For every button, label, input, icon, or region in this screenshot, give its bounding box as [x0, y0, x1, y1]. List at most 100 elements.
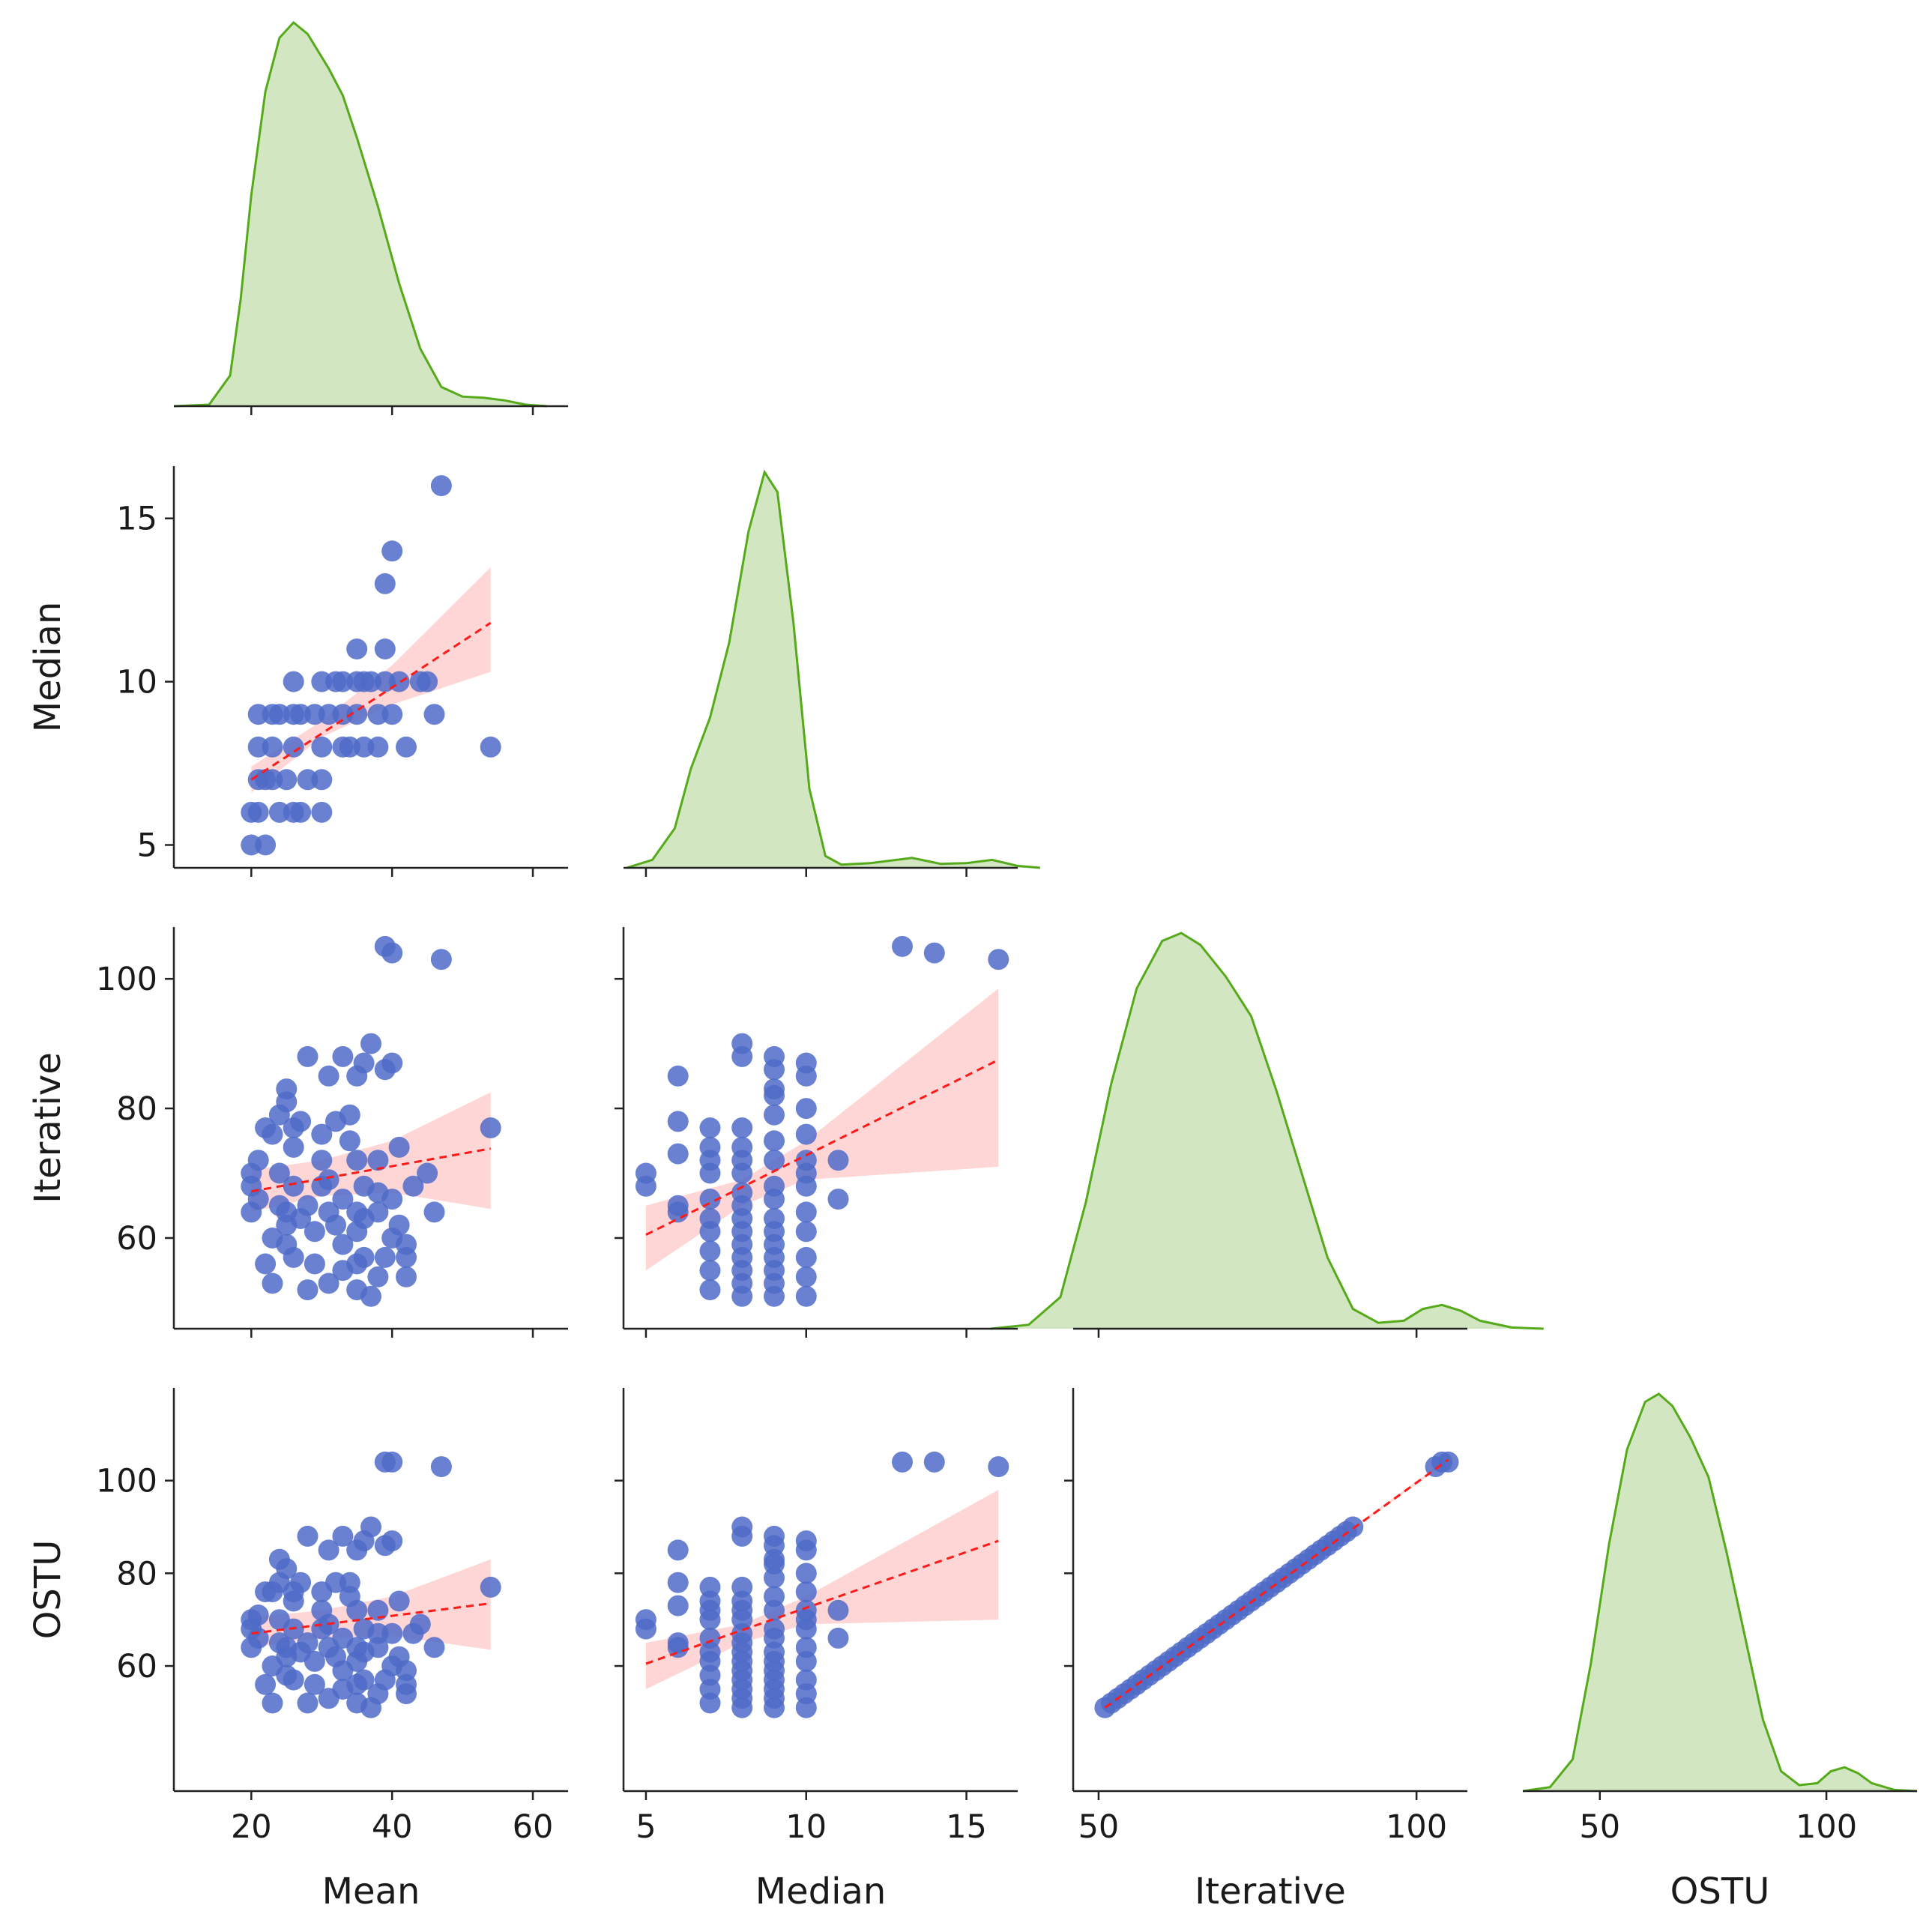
scatter-point [268, 1162, 290, 1184]
scatter-point [318, 1273, 339, 1294]
kde-fill-iterative [990, 933, 1544, 1329]
scatter-point [1437, 1451, 1459, 1473]
scatter-point [764, 1208, 785, 1229]
scatter-point [795, 1285, 817, 1307]
scatter-point [892, 935, 913, 957]
scatter-point [635, 1609, 656, 1631]
scatter-point [795, 1669, 817, 1691]
scatter-point [764, 1150, 785, 1171]
x-tick-label: 20 [231, 1808, 272, 1846]
scatter-point [346, 1150, 368, 1171]
scatter-point [764, 1104, 785, 1126]
y-tick-label: 100 [96, 961, 157, 998]
scatter-point [283, 671, 304, 692]
scatter-point [283, 736, 304, 758]
scatter-point [795, 1201, 817, 1223]
scatter-point [423, 1201, 445, 1223]
scatter-point [247, 1189, 269, 1210]
scatter-point [247, 1150, 269, 1171]
points-iterative-vs-ostu [1094, 1451, 1459, 1718]
scatter-point [332, 1525, 354, 1547]
scatter-point [262, 1273, 283, 1294]
regression-line-iterative-vs-ostu [1104, 1458, 1449, 1709]
x-tick-label: 15 [946, 1808, 987, 1846]
scatter-point [388, 1136, 410, 1158]
scatter-point [795, 1150, 817, 1171]
scatter-point [795, 1563, 817, 1584]
scatter-point [339, 1572, 360, 1593]
scatter-point [276, 1078, 298, 1100]
scatter-point [764, 1175, 785, 1197]
y-tick-label: 100 [96, 1463, 157, 1500]
scatter-point [304, 1221, 325, 1243]
scatter-point [360, 1285, 381, 1307]
scatter-point [297, 1692, 319, 1714]
x-tick-label: 60 [513, 1808, 554, 1846]
axes-median-ostu: 5 10 15 [615, 1388, 1018, 1846]
scatter-point [764, 1130, 785, 1152]
scatter-point [353, 1052, 375, 1074]
scatter-point [290, 1572, 312, 1593]
scatter-point [635, 1162, 656, 1184]
points-mean-vs-iterative [241, 935, 501, 1307]
scatter-point [247, 769, 269, 791]
scatter-point [332, 1234, 354, 1255]
scatter-point [304, 1673, 325, 1695]
scatter-point [795, 1637, 817, 1658]
x-tick-label: 100 [1796, 1808, 1857, 1846]
scatter-point [417, 1162, 438, 1184]
scatter-point [667, 1143, 689, 1165]
scatter-point [262, 1692, 283, 1714]
scatter-point [255, 834, 277, 856]
scatter-point [667, 1595, 689, 1616]
scatter-point [423, 704, 445, 725]
axes-mean-ostu: 20 40 60 60 80 100 [96, 1388, 568, 1846]
scatter-point [402, 1175, 424, 1197]
kde-line-median [626, 469, 1041, 869]
scatter-point [247, 1604, 269, 1625]
ci-band-mean-vs-median [251, 567, 491, 793]
scatter-point [318, 1539, 339, 1561]
scatter-point [311, 769, 333, 791]
x-axis-label-mean: Mean [322, 1871, 420, 1913]
scatter-point [360, 1516, 381, 1538]
scatter-point [367, 1266, 389, 1287]
scatter-point [795, 1098, 817, 1120]
scatter-point [667, 1539, 689, 1561]
x-tick-label: 50 [1078, 1808, 1120, 1846]
axes-median-iterative [615, 927, 1018, 1338]
scatter-point [346, 639, 368, 659]
scatter-point [764, 1078, 785, 1100]
scatter-point [276, 1558, 298, 1580]
kde-line-mean [173, 20, 547, 408]
axes-median-median [624, 866, 1018, 877]
scatter-point [339, 1130, 360, 1152]
points-median-vs-iterative [635, 935, 1009, 1307]
scatter-point [374, 639, 396, 659]
scatter-point [795, 1052, 817, 1074]
axes-mean-mean [174, 405, 568, 415]
scatter-point [764, 1045, 785, 1067]
scatter-point [480, 1576, 501, 1598]
axes-ostu-ostu: 50 100 [1523, 1790, 1917, 1846]
scatter-point [892, 1451, 913, 1473]
scatter-point [988, 1456, 1009, 1478]
scatter-point [988, 949, 1009, 970]
scatter-point [311, 801, 333, 823]
points-mean-vs-median [241, 475, 501, 856]
scatter-point [360, 1033, 381, 1054]
y-tick-label: 15 [116, 501, 157, 538]
scatter-point [731, 1136, 753, 1158]
scatter-point [480, 1117, 501, 1138]
x-axis-label-iterative: Iterative [1195, 1871, 1346, 1913]
scatter-point [381, 1052, 403, 1074]
scatter-point [795, 1123, 817, 1145]
scatter-point [731, 1033, 753, 1054]
scatter-point [311, 1123, 333, 1145]
scatter-point [388, 671, 410, 692]
scatter-point [290, 801, 312, 823]
scatter-point [381, 1622, 403, 1644]
scatter-point [795, 1581, 817, 1603]
scatter-point [417, 671, 438, 692]
